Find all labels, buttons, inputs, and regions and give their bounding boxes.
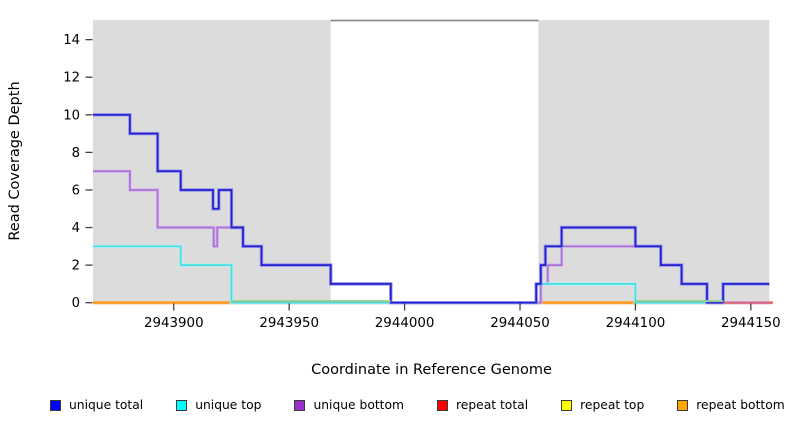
legend-swatch [294,399,306,411]
legend-swatch [677,399,689,411]
x-tick-label: 2944100 [606,316,666,331]
y-tick-label: 4 [72,221,80,236]
legend-swatch [50,399,61,411]
repeat-shading-right [538,20,770,304]
legend-label: repeat bottom [696,398,785,412]
legend-swatch [437,399,448,411]
y-tick-label: 12 [63,71,80,86]
x-tick-label: 2944150 [721,316,781,331]
legend: unique total unique top unique bottom repea… [50,398,790,412]
legend-swatch [176,399,188,411]
legend-label: unique top [195,398,262,412]
x-tick-label: 2944000 [375,316,435,331]
legend-label: unique total [69,398,144,412]
legend-swatch [561,399,573,411]
repeat-shading-left [93,20,331,304]
y-tick-label: 6 [72,183,80,198]
x-tick-label: 2943950 [259,316,319,331]
y-tick-label: 14 [63,33,80,48]
series-lines [93,113,773,305]
legend-item-unique-bottom: unique bottom [294,398,404,412]
legend-item-unique-top: unique top [176,398,261,412]
background-regions [93,19,770,304]
y-tick-label: 10 [63,108,80,123]
x-axis-title: Coordinate in Reference Genome [311,362,552,378]
legend-label: unique bottom [313,398,404,412]
x-tick-label: 2943900 [144,316,204,331]
legend-item-repeat-top: repeat top [561,398,644,412]
legend-item-unique-total: unique total [50,398,143,412]
y-tick-label: 0 [72,296,80,311]
series-line-unique-total [93,113,770,304]
legend-item-repeat-total: repeat total [437,398,528,412]
y-tick-label: 8 [72,146,80,161]
y-axis-title: Read Coverage Depth [7,81,23,241]
legend-label: repeat total [456,398,529,412]
x-tick-label: 2944050 [490,316,550,331]
y-tick-label: 2 [72,259,80,274]
legend-item-repeat-bottom: repeat bottom [677,398,785,412]
axes-ticks: 0 2 4 6 8 10 12 14 2943900 2943950 2944000 2944050 2… [63,33,780,331]
legend-label: repeat top [580,398,645,412]
